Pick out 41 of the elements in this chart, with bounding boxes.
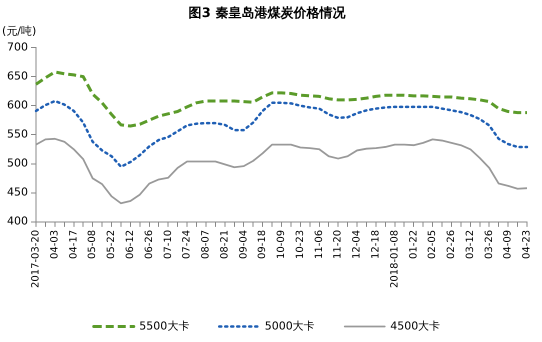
x-tick-label: 04-17: [68, 230, 80, 259]
x-tick-label: 07-10: [162, 230, 174, 259]
chart-title: 图3 秦皇岛港煤炭价格情况: [188, 6, 346, 22]
y-tick-label: 550: [6, 128, 28, 141]
x-tick-label: 11-20: [332, 230, 344, 259]
y-tick-label: 450: [6, 186, 28, 199]
legend-label: 5000大卡: [264, 319, 315, 332]
x-tick-label: 08-21: [219, 230, 230, 259]
line-series: [34, 70, 528, 128]
x-tick-label: 04-23: [522, 230, 533, 259]
y-tick-label: 400: [6, 214, 28, 228]
y-tick-label: 500: [6, 156, 28, 170]
x-tick-label: 10-23: [294, 230, 306, 259]
x-tick-label: 09-18: [257, 230, 268, 259]
y-tick-label: 700: [6, 40, 28, 54]
x-tick-label: 10-09: [276, 230, 288, 259]
x-tick-label: 05-08: [87, 230, 98, 259]
x-tick-label: 08-07: [200, 230, 212, 259]
y-tick-label: 650: [6, 70, 28, 83]
x-tick-label: 05-22: [106, 230, 118, 259]
x-tick-label: 04-09: [502, 230, 514, 259]
x-tick-label: 02-05: [427, 230, 438, 259]
x-tick-label: 2017-03-20: [30, 230, 42, 288]
x-tick-label: 11-06: [314, 230, 325, 259]
x-tick-label: 2018-01-08: [389, 230, 400, 288]
y-axis-title: (元/吨): [2, 24, 36, 38]
x-tick-label: 01-22: [408, 230, 420, 259]
legend-label: 4500大卡: [390, 319, 440, 332]
x-tick-label: 06-26: [144, 230, 155, 259]
x-tick-label: 06-12: [125, 230, 136, 259]
y-tick-label: 600: [6, 98, 28, 112]
x-tick-label: 04-03: [49, 230, 60, 259]
x-tick-label: 12-18: [370, 230, 382, 259]
x-tick-label: 09-04: [238, 230, 250, 259]
x-tick-label: 03-12: [464, 230, 476, 259]
x-tick-label: 07-24: [182, 230, 193, 259]
x-tick-label: 03-26: [484, 230, 495, 259]
legend-label: 5500大卡: [139, 319, 190, 332]
line-series: [34, 100, 528, 168]
x-tick-label: 02-26: [446, 230, 458, 259]
x-tick-label: 12-04: [352, 230, 363, 259]
